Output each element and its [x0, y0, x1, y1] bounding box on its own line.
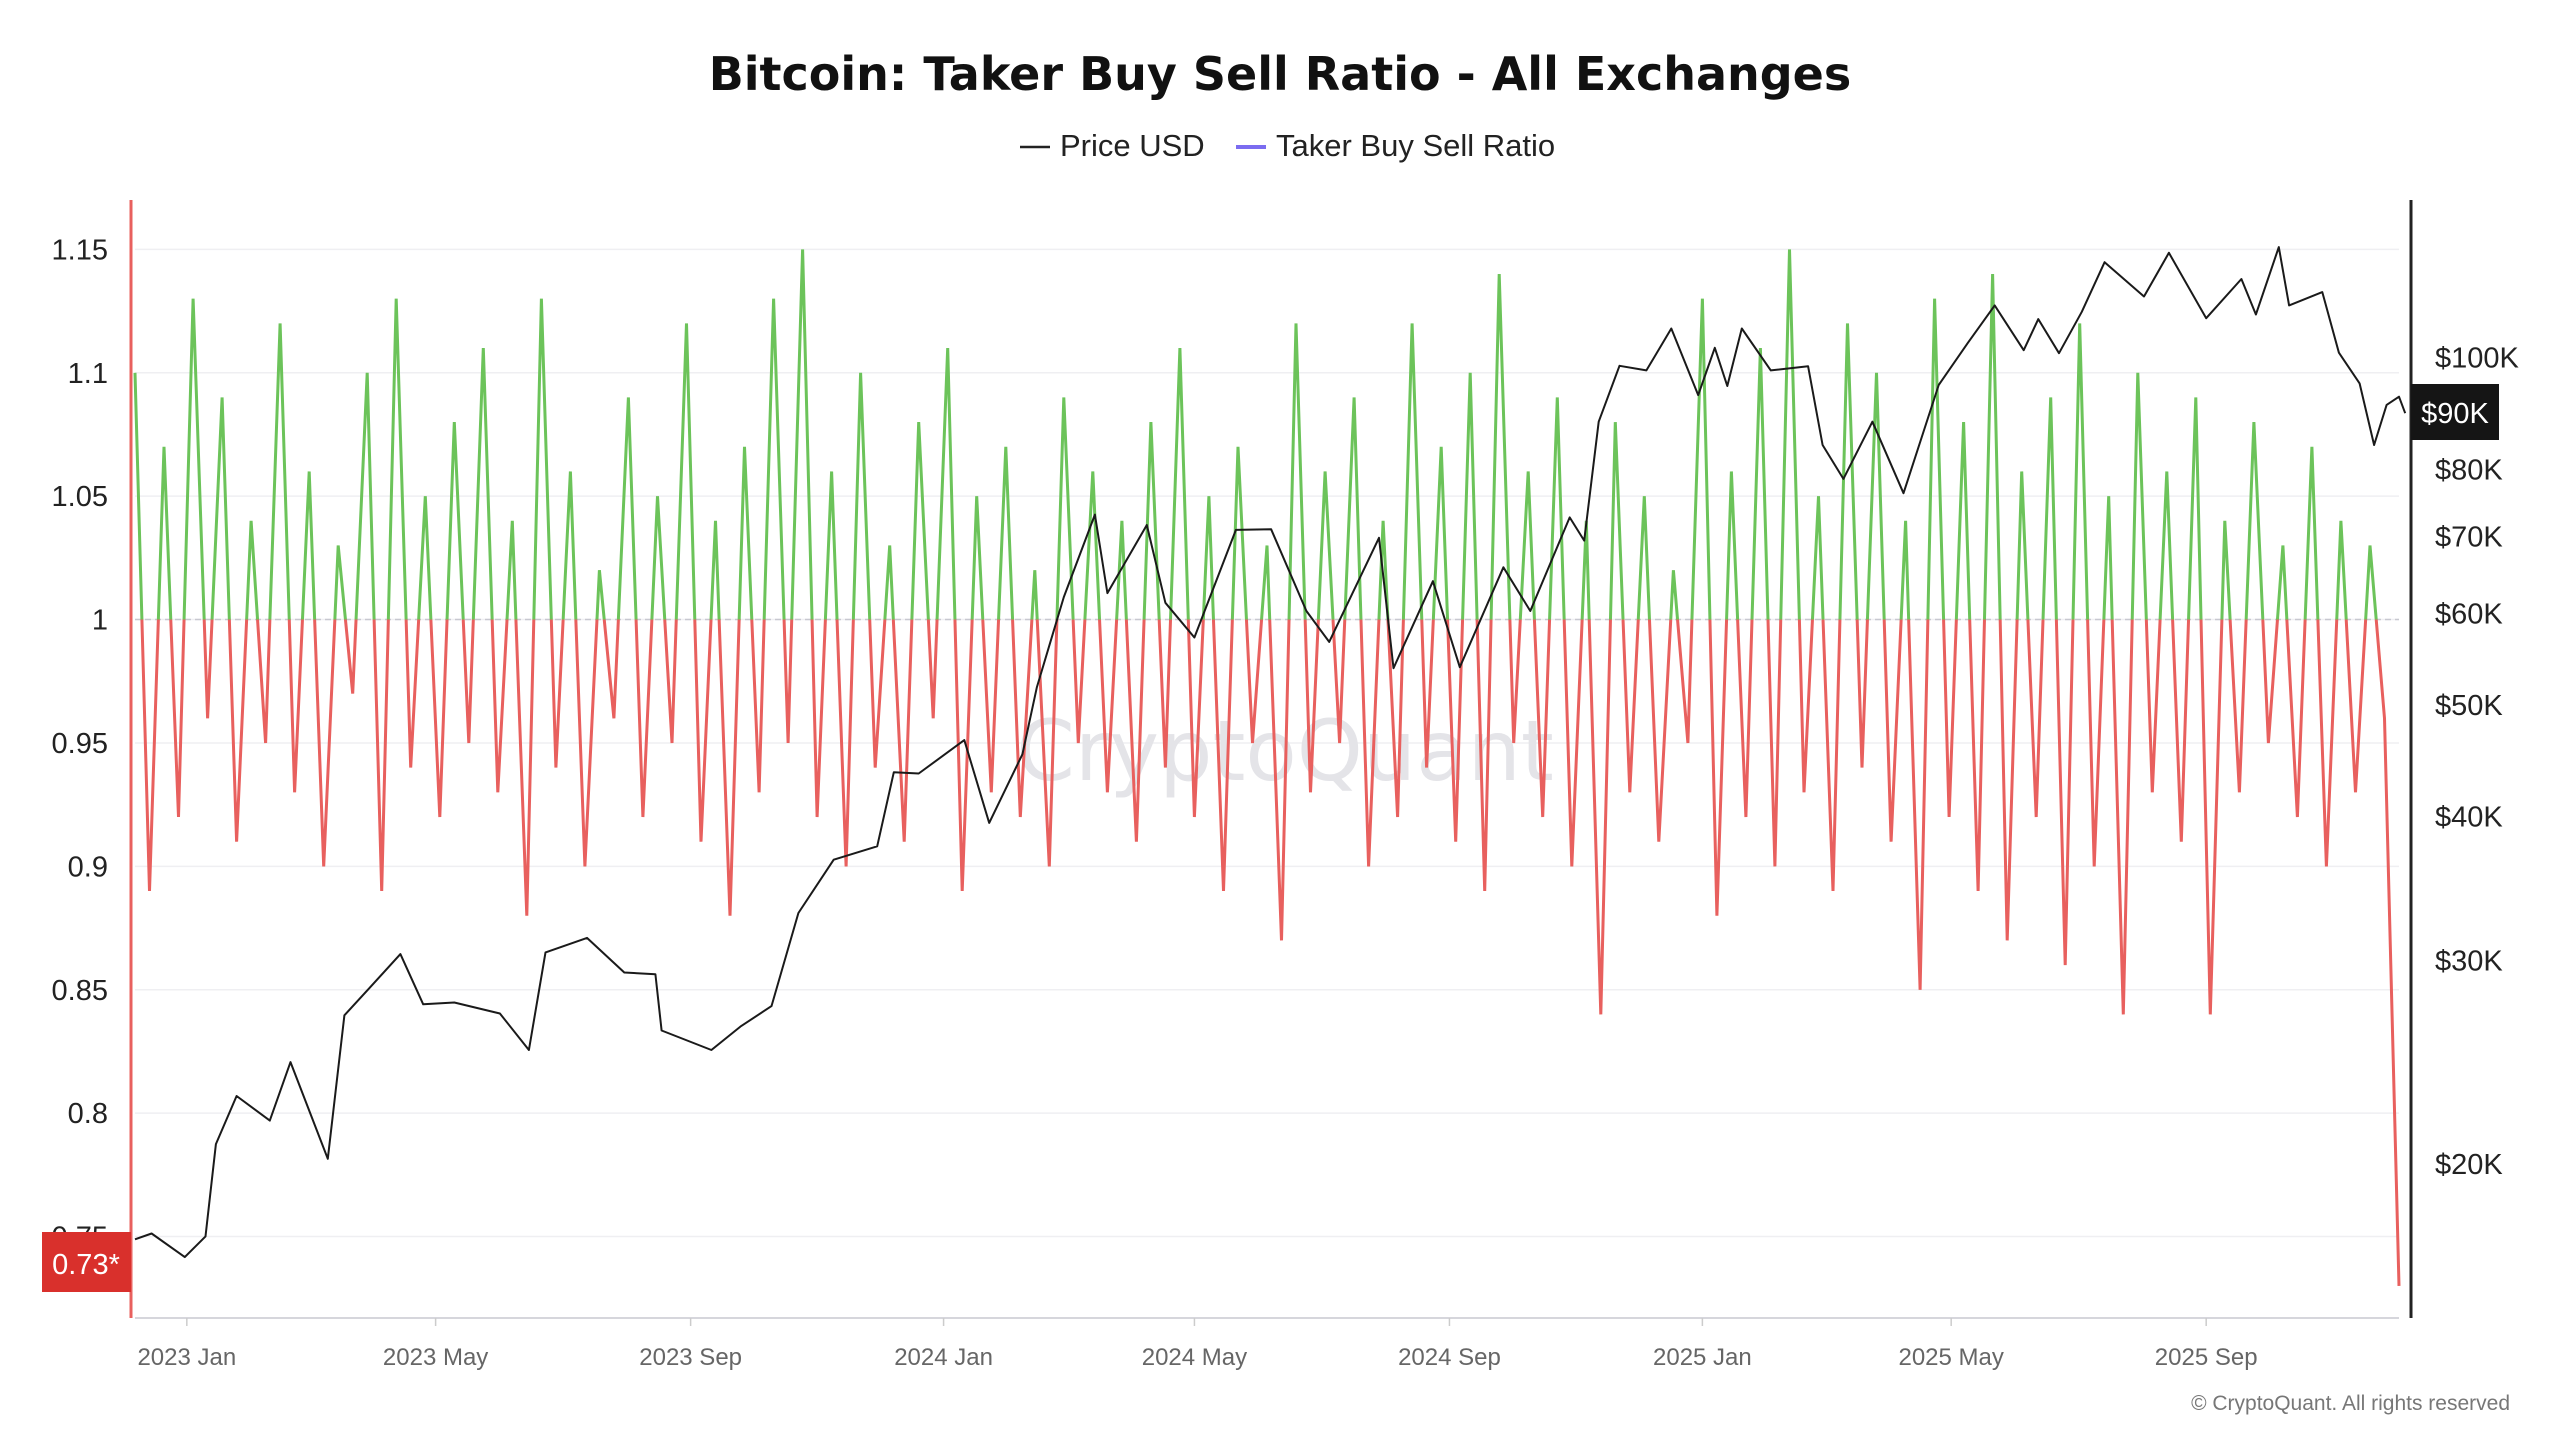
current-price-badge: $90K — [2411, 384, 2499, 440]
y-right-tick-label: $80K — [2435, 454, 2503, 486]
x-tick-label: 2024 Jan — [894, 1344, 993, 1371]
current-ratio-label: 0.73* — [52, 1249, 120, 1281]
x-tick-label: 2025 May — [1898, 1344, 2003, 1371]
gridlines — [135, 248, 2399, 1319]
legend: Price USD Taker Buy Sell Ratio — [1020, 128, 1555, 163]
y-left-tick-label: 0.95 — [52, 728, 108, 760]
y-left-tick-label: 0.9 — [68, 851, 108, 883]
legend-label-price: Price USD — [1060, 128, 1205, 163]
chart-title: Bitcoin: Taker Buy Sell Ratio - All Exch… — [709, 47, 1852, 101]
current-ratio-badge: 0.73* — [42, 1232, 131, 1292]
x-tick-label: 2024 Sep — [1398, 1344, 1501, 1371]
ratio-line-above-1 — [133, 249, 2378, 620]
y-right-tick-label: $70K — [2435, 521, 2503, 553]
x-tick-label: 2023 Sep — [639, 1344, 742, 1371]
y-left-tick-label: 1.15 — [52, 234, 108, 266]
y-right-tick-label: $50K — [2435, 690, 2503, 722]
y-axis-right: $100K $80K $70K $60K $50K $40K $30K $20K — [2435, 343, 2520, 1181]
legend-item-ratio[interactable]: Taker Buy Sell Ratio — [1236, 128, 1555, 163]
y-right-tick-label: $20K — [2435, 1149, 2503, 1181]
y-right-tick-label: $40K — [2435, 802, 2503, 834]
price-series — [134, 246, 2407, 1259]
y-left-tick-label: 1.05 — [52, 481, 108, 513]
x-tick-label: 2024 May — [1142, 1344, 1247, 1371]
footer-copyright: © CryptoQuant. All rights reserved — [2191, 1392, 2510, 1415]
price-line — [134, 246, 2407, 1259]
y-right-tick-label: $30K — [2435, 946, 2503, 978]
legend-item-price[interactable]: Price USD — [1020, 128, 1205, 163]
x-tick-label: 2023 Jan — [137, 1344, 236, 1371]
current-price-label: $90K — [2421, 398, 2489, 430]
y-right-tick-label: $60K — [2435, 599, 2503, 631]
x-tick-label: 2025 Jan — [1653, 1344, 1752, 1371]
x-axis: 2023 Jan 2023 May 2023 Sep 2024 Jan 2024 May… — [137, 1318, 2258, 1371]
y-right-tick-label: $100K — [2435, 343, 2520, 375]
legend-label-ratio: Taker Buy Sell Ratio — [1276, 128, 1555, 163]
y-left-tick-label: 1.1 — [68, 358, 108, 390]
y-left-tick-label: 1 — [92, 605, 108, 637]
y-left-tick-label: 0.8 — [68, 1098, 108, 1130]
y-left-tick-label: 0.85 — [52, 975, 108, 1007]
ratio-series — [133, 249, 2401, 1286]
x-tick-label: 2023 May — [383, 1344, 488, 1371]
x-tick-label: 2025 Sep — [2155, 1344, 2258, 1371]
